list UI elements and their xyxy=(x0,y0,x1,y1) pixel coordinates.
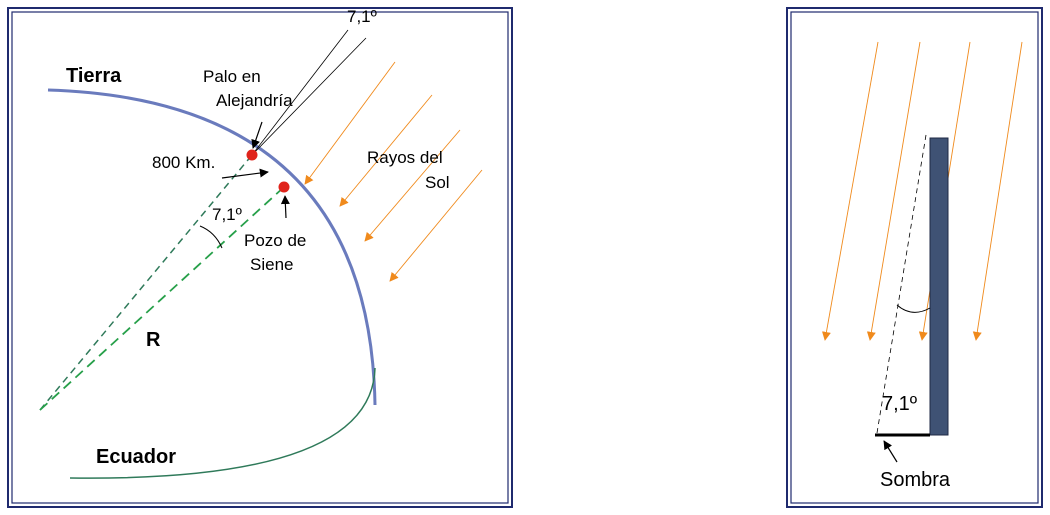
stick-label-line: Palo en xyxy=(203,67,261,86)
shadow-label: Sombra xyxy=(880,469,951,491)
distance-label: 800 Km. xyxy=(152,153,215,172)
angle-arc xyxy=(199,225,223,249)
equator-label: Ecuador xyxy=(96,446,176,468)
sun-ray xyxy=(972,41,1023,341)
radius-line xyxy=(39,154,253,411)
well-point xyxy=(278,181,290,193)
frame xyxy=(11,11,509,504)
sun-ray xyxy=(821,41,879,341)
sun-rays-line: Sol xyxy=(425,173,450,192)
center-angle-label: 7,1º xyxy=(212,205,242,224)
stick xyxy=(929,137,949,436)
radius-label: R xyxy=(146,329,161,351)
stick-ray xyxy=(251,29,349,156)
frame xyxy=(786,7,1043,508)
angle-arc xyxy=(896,304,931,313)
arrow xyxy=(883,440,898,463)
sun-ray xyxy=(304,61,396,185)
earth-label: Tierra xyxy=(66,65,122,87)
sun-rays-label: Rayos del Sol xyxy=(367,148,450,192)
stick-ray xyxy=(251,37,367,156)
shadow-ray xyxy=(876,134,927,434)
sun-ray xyxy=(364,129,461,242)
stick-label-line: Alejandría xyxy=(216,91,293,110)
sun-ray xyxy=(339,94,433,207)
well-label: Pozo de Siene xyxy=(244,231,306,274)
arrow xyxy=(251,121,263,149)
top-angle-label: 7,1º xyxy=(347,7,377,26)
stick-point xyxy=(246,149,258,161)
equator-arc xyxy=(69,367,376,479)
right-panel: 7,1º Sombra xyxy=(786,7,1043,508)
radius-line xyxy=(39,186,285,411)
stick-label: Palo en Alejandría xyxy=(203,67,293,110)
arrow xyxy=(221,168,269,179)
sun-ray xyxy=(866,41,921,341)
frame xyxy=(790,11,1039,504)
sun-ray xyxy=(389,169,483,282)
earth-arc xyxy=(47,88,377,406)
angle-label: 7,1º xyxy=(882,393,918,415)
well-label-line: Siene xyxy=(250,255,293,274)
frame xyxy=(7,7,513,508)
arrow xyxy=(280,195,290,219)
well-label-line: Pozo de xyxy=(244,231,306,250)
left-panel: Tierra Palo en Alejandría 7,1º 800 Km. Ra… xyxy=(7,7,513,508)
sun-rays-line: Rayos del xyxy=(367,148,443,167)
